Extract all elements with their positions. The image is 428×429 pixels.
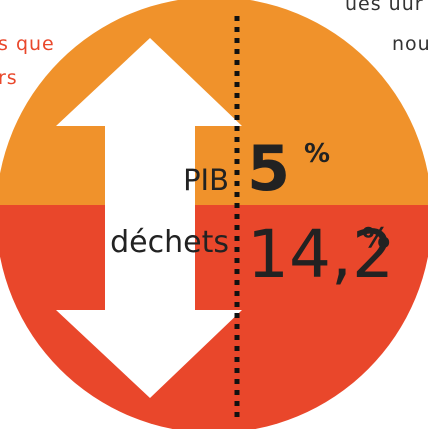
value: 5 (247, 132, 290, 205)
up-arrow (56, 38, 242, 205)
down-arrow (56, 205, 242, 398)
header-text: s que (0, 33, 55, 55)
header-text: rs (0, 67, 18, 89)
header-text: uis 2008 (0, 0, 88, 19)
label: déchets (110, 225, 229, 260)
unit: % (362, 221, 390, 254)
header-text: nou (392, 33, 428, 55)
value: 14,2 (247, 216, 394, 293)
unit: % (304, 139, 330, 169)
header-text: ues uur (345, 0, 424, 15)
label: PIB (183, 163, 229, 197)
